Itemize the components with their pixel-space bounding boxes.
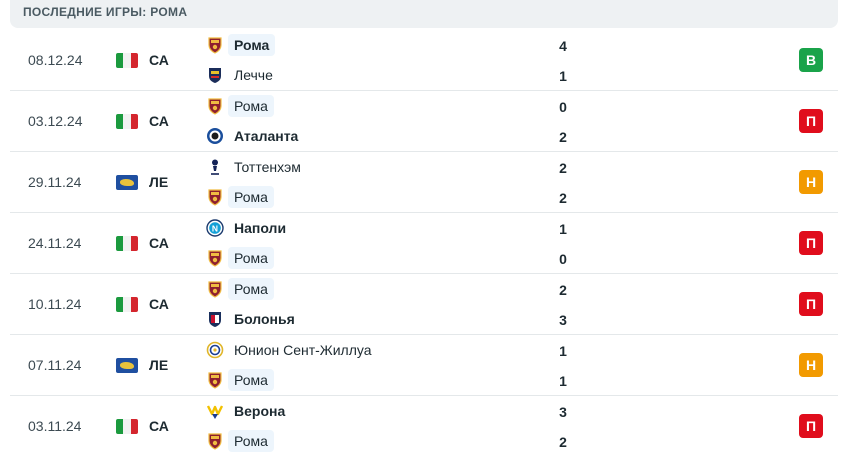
roma-crest-icon xyxy=(206,371,224,389)
match-row[interactable]: 29.11.24 ЛЕ Тоттенхэм Рома 2 2 Н xyxy=(10,152,838,213)
result-badge: П xyxy=(799,292,823,316)
team-name: Лечче xyxy=(234,67,273,83)
team-name: Рома xyxy=(228,430,274,452)
team-name: Болонья xyxy=(234,311,295,327)
match-row[interactable]: 08.12.24 СА Рома Лечче 4 1 В xyxy=(10,30,838,91)
away-score: 1 xyxy=(559,373,567,389)
team-away: Рома xyxy=(206,246,274,270)
match-row[interactable]: 24.11.24 СА N Наполи Рома 1 0 П xyxy=(10,213,838,274)
match-date: 07.11.24 xyxy=(28,357,82,373)
team-name: Аталанта xyxy=(234,128,299,144)
team-name: Тоттенхэм xyxy=(234,159,301,175)
competition-code: ЛЕ xyxy=(149,174,169,190)
result-badge: П xyxy=(799,231,823,255)
competition-code: ЛЕ xyxy=(149,357,169,373)
match-row[interactable]: 03.11.24 СА Верона Рома 3 2 П xyxy=(10,396,838,457)
away-score: 0 xyxy=(559,251,567,267)
lecce-crest-icon xyxy=(206,66,224,84)
match-list: 08.12.24 СА Рома Лечче 4 1 В 03.12.24 СА… xyxy=(10,30,838,457)
team-name: Верона xyxy=(234,403,286,419)
match-date: 10.11.24 xyxy=(28,296,82,312)
europe-flag-icon xyxy=(116,358,138,373)
team-name: Рома xyxy=(228,95,274,117)
team-name: Рома xyxy=(228,247,274,269)
roma-crest-icon xyxy=(206,36,224,54)
tottenham-crest-icon xyxy=(206,158,224,176)
match-date: 03.11.24 xyxy=(28,418,82,434)
home-score: 1 xyxy=(559,221,567,237)
roma-crest-icon xyxy=(206,97,224,115)
competition-code: СА xyxy=(149,418,169,434)
match-date: 03.12.24 xyxy=(28,113,83,129)
roma-crest-icon xyxy=(206,432,224,450)
team-away: Рома xyxy=(206,185,274,209)
home-score: 4 xyxy=(559,38,567,54)
team-name: Наполи xyxy=(234,220,287,236)
team-name: Рома xyxy=(228,186,274,208)
match-row[interactable]: 07.11.24 ЛЕ Юнион Сент-Жиллуа Рома 1 1 Н xyxy=(10,335,838,396)
away-score: 2 xyxy=(559,190,567,206)
italy-flag-icon xyxy=(116,297,138,312)
italy-flag-icon xyxy=(116,236,138,251)
competition-code: СА xyxy=(149,296,169,312)
result-badge: В xyxy=(799,48,823,72)
svg-text:N: N xyxy=(212,223,218,233)
roma-crest-icon xyxy=(206,280,224,298)
italy-flag-icon xyxy=(116,114,138,129)
match-row[interactable]: 03.12.24 СА Рома Аталанта 0 2 П xyxy=(10,91,838,152)
roma-crest-icon xyxy=(206,188,224,206)
match-row[interactable]: 10.11.24 СА Рома Болонья 2 3 П xyxy=(10,274,838,335)
home-score: 2 xyxy=(559,160,567,176)
away-score: 1 xyxy=(559,68,567,84)
team-home: Верона xyxy=(206,399,291,423)
team-away: Рома xyxy=(206,429,274,453)
match-date: 29.11.24 xyxy=(28,174,82,190)
italy-flag-icon xyxy=(116,53,138,68)
atalanta-crest-icon xyxy=(206,127,224,145)
team-home: Юнион Сент-Жиллуа xyxy=(206,338,378,362)
napoli-crest-icon: N xyxy=(206,219,224,237)
team-away: Аталанта xyxy=(206,124,304,148)
team-home: Рома xyxy=(206,277,274,301)
team-away: Лечче xyxy=(206,63,279,87)
team-name: Рома xyxy=(228,34,276,56)
away-score: 2 xyxy=(559,129,567,145)
away-score: 3 xyxy=(559,312,567,328)
verona-crest-icon xyxy=(206,402,224,420)
competition-code: СА xyxy=(149,235,169,251)
result-badge: П xyxy=(799,414,823,438)
team-home: Рома xyxy=(206,33,276,57)
team-name: Юнион Сент-Жиллуа xyxy=(234,342,372,358)
result-badge: Н xyxy=(799,170,823,194)
union-sg-crest-icon xyxy=(206,341,224,359)
result-badge: Н xyxy=(799,353,823,377)
competition-code: СА xyxy=(149,113,169,129)
away-score: 2 xyxy=(559,434,567,450)
europe-flag-icon xyxy=(116,175,138,190)
team-away: Болонья xyxy=(206,307,301,331)
section-header: ПОСЛЕДНИЕ ИГРЫ: РОМА xyxy=(10,0,838,28)
home-score: 1 xyxy=(559,343,567,359)
home-score: 3 xyxy=(559,404,567,420)
result-badge: П xyxy=(799,109,823,133)
team-home: Рома xyxy=(206,94,274,118)
bologna-crest-icon xyxy=(206,310,224,328)
match-date: 24.11.24 xyxy=(28,235,82,251)
team-name: Рома xyxy=(228,278,274,300)
home-score: 2 xyxy=(559,282,567,298)
team-name: Рома xyxy=(228,369,274,391)
home-score: 0 xyxy=(559,99,567,115)
team-away: Рома xyxy=(206,368,274,392)
team-home: N Наполи xyxy=(206,216,292,240)
competition-code: СА xyxy=(149,52,169,68)
italy-flag-icon xyxy=(116,419,138,434)
roma-crest-icon xyxy=(206,249,224,267)
team-home: Тоттенхэм xyxy=(206,155,307,179)
match-date: 08.12.24 xyxy=(28,52,83,68)
